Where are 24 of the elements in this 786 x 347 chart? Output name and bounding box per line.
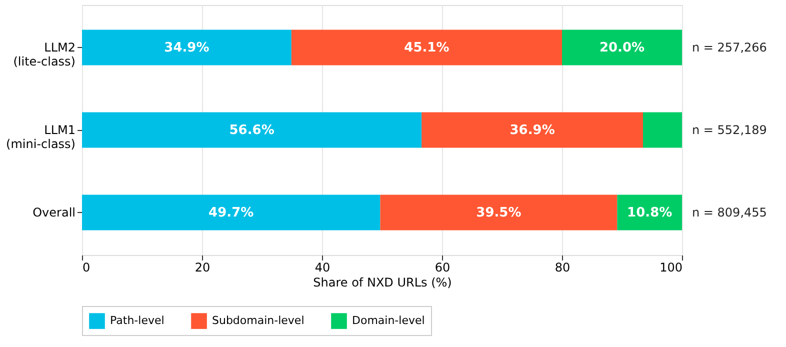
- x-tick-label: 100: [660, 260, 682, 274]
- data-label: 45.1%: [404, 40, 450, 56]
- data-label: 10.8%: [627, 206, 672, 221]
- text: n = 257,266: [692, 40, 767, 54]
- y-tick-label: LLM2 (lite-class): [13, 40, 76, 68]
- legend-label: Domain-level: [352, 314, 425, 328]
- data-label: 49.7%: [208, 206, 254, 221]
- x-tick-label: 80: [554, 260, 570, 274]
- data-label: 56.6%: [229, 123, 274, 138]
- data-label: 34.9%: [164, 40, 210, 56]
- x-tick-label: 40: [314, 260, 330, 274]
- x-tick-label: 20: [194, 260, 210, 274]
- x-axis-title: Share of NXD URLs (%): [313, 276, 452, 290]
- x-tick-label: 60: [434, 260, 450, 274]
- data-label: 36.9%: [510, 123, 555, 138]
- y-tick-label: Overall: [32, 206, 76, 220]
- text: n = 552,189: [692, 123, 767, 137]
- text: n = 809,455: [692, 206, 767, 220]
- x-tick-label: 0: [82, 260, 90, 274]
- data-label: 20.0%: [599, 40, 645, 56]
- legend-label: Subdomain-level: [212, 314, 304, 328]
- y-tick-label: LLM1 (mini-class): [6, 123, 76, 151]
- legend-label: Path-level: [110, 314, 164, 328]
- data-label: 39.5%: [476, 206, 522, 221]
